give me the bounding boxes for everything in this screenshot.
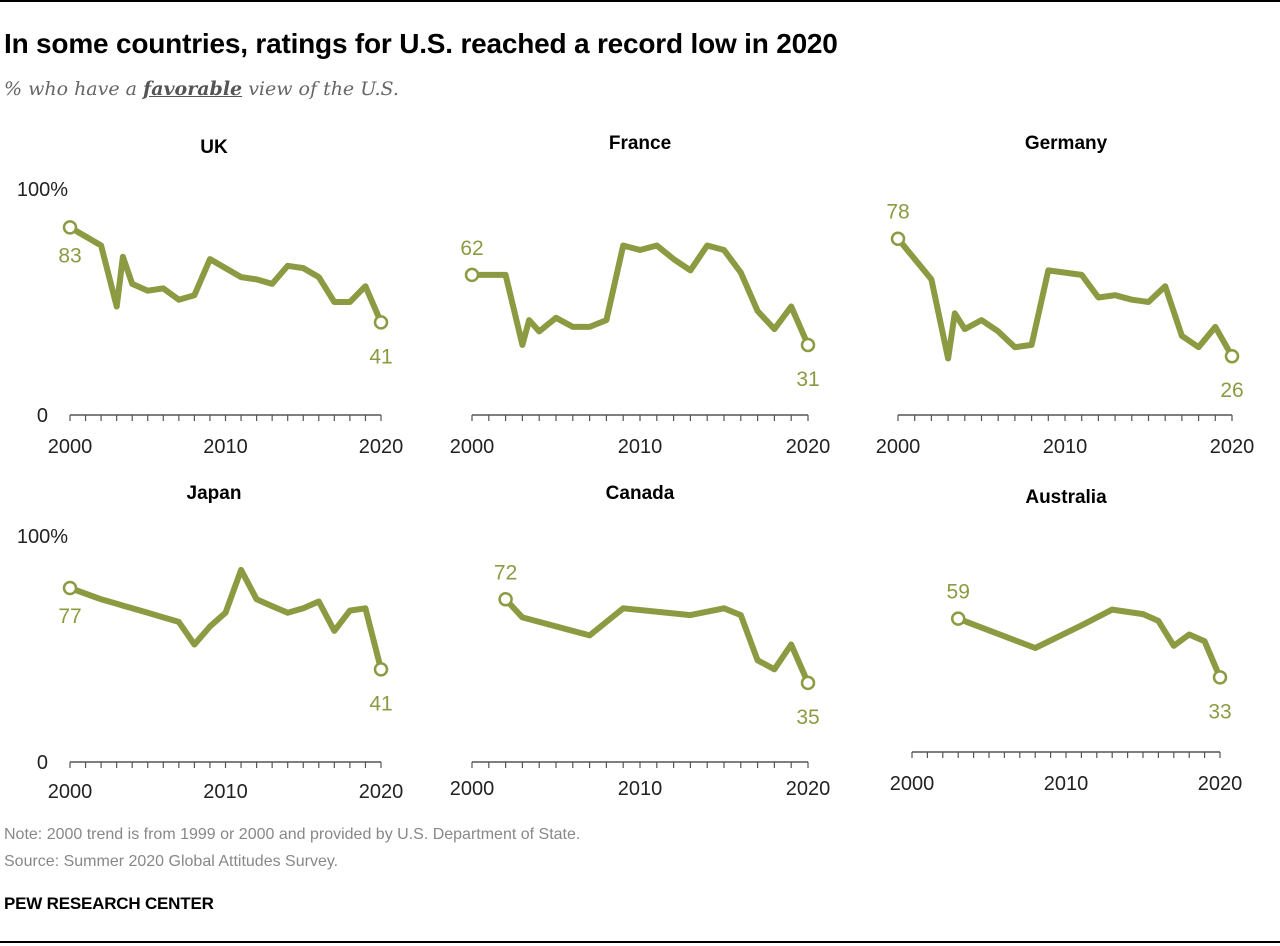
end-point-marker	[800, 337, 816, 353]
start-point-marker	[464, 267, 480, 283]
chart-title: In some countries, ratings for U.S. reac…	[4, 28, 838, 59]
x-tick-label: 2000	[890, 773, 935, 795]
x-tick-label: 2020	[1198, 773, 1243, 795]
end-point-marker	[373, 315, 389, 330]
start-point-marker	[950, 611, 966, 626]
panel-title: France	[609, 133, 671, 154]
x-tick-label: 2010	[1044, 773, 1089, 795]
panel-france: France 2000 2010 2020 62 31	[450, 133, 831, 458]
end-point-marker	[373, 662, 389, 677]
series-line	[955, 606, 1223, 681]
series-line	[502, 596, 811, 686]
end-value-label: 35	[796, 706, 819, 729]
start-point-marker	[890, 231, 906, 246]
bottom-rule	[0, 941, 1280, 943]
start-value-label: 62	[460, 237, 483, 260]
panel-uk: UK 2000 2010 2020 100% 0 83 41	[17, 137, 403, 458]
end-point-marker	[1224, 348, 1240, 364]
panel-title: Germany	[1025, 133, 1108, 154]
chart-source: Source: Summer 2020 Global Attitudes Sur…	[4, 853, 339, 870]
panel-title: Canada	[606, 483, 675, 504]
subtitle-emphasis: favorable	[143, 78, 243, 100]
panel-canada: Canada 2000 2010 2020 72 35	[450, 483, 831, 800]
x-tick-label: 2000	[450, 436, 495, 458]
x-tick-label: 2010	[203, 436, 248, 458]
y-axis-label-min: 0	[37, 405, 48, 427]
x-tick-label: 2010	[618, 778, 663, 800]
panel-title: Australia	[1025, 487, 1107, 508]
x-tick-label: 2020	[1210, 436, 1255, 458]
y-axis-label-max: 100%	[17, 179, 68, 201]
chart-note: Note: 2000 trend is from 1999 or 2000 an…	[4, 826, 581, 843]
end-value-label: 41	[369, 692, 392, 715]
start-value-label: 83	[58, 244, 81, 267]
x-tick-label: 2010	[618, 436, 663, 458]
chart-subtitle: % who have a favorable view of the U.S.	[4, 78, 399, 100]
start-point-marker	[62, 220, 78, 235]
start-point-marker	[498, 592, 513, 607]
x-tick-label: 2000	[450, 778, 495, 800]
start-value-label: 59	[947, 581, 970, 604]
brand-logo-text: PEW RESEARCH CENTER	[4, 894, 214, 913]
start-value-label: 72	[494, 561, 517, 584]
x-tick-label: 2020	[786, 436, 831, 458]
start-value-label: 77	[58, 605, 81, 628]
x-tick-label: 2020	[786, 778, 831, 800]
panel-title: Japan	[187, 483, 242, 504]
x-tick-label: 2020	[359, 436, 404, 458]
y-axis-label-min: 0	[37, 752, 48, 774]
panel-australia: Australia 2000 2010 2020 59 33	[890, 487, 1243, 795]
end-point-marker	[1212, 670, 1228, 685]
panel-title: UK	[200, 137, 228, 158]
series-line	[67, 566, 384, 673]
x-tick-label: 2000	[876, 436, 921, 458]
end-value-label: 41	[369, 345, 392, 368]
series-line	[895, 235, 1235, 362]
end-value-label: 26	[1220, 379, 1243, 402]
top-rule	[0, 0, 1280, 2]
start-point-marker	[62, 580, 78, 596]
x-tick-label: 2010	[1043, 436, 1088, 458]
x-tick-label: 2020	[359, 781, 404, 803]
small-multiples-chart: UK 2000 2010 2020 100% 0 83 41 France 2000 2010 202…	[17, 133, 1255, 803]
x-tick-label: 2000	[48, 781, 93, 803]
x-tick-label: 2000	[48, 436, 93, 458]
start-value-label: 78	[886, 201, 909, 224]
end-value-label: 33	[1208, 700, 1231, 723]
y-axis-label-max: 100%	[17, 526, 68, 548]
subtitle-suffix: view of the U.S.	[242, 78, 399, 100]
x-tick-label: 2010	[203, 781, 248, 803]
series-line	[469, 242, 811, 348]
panel-japan: Japan 2000 2010 2020 100% 0 77 41	[17, 483, 403, 803]
end-value-label: 31	[796, 368, 819, 391]
end-point-marker	[800, 675, 816, 691]
panel-germany: Germany 2000 2010 2020 78 26	[876, 133, 1255, 458]
subtitle-prefix: % who have a	[4, 78, 144, 100]
series-line	[67, 224, 384, 326]
